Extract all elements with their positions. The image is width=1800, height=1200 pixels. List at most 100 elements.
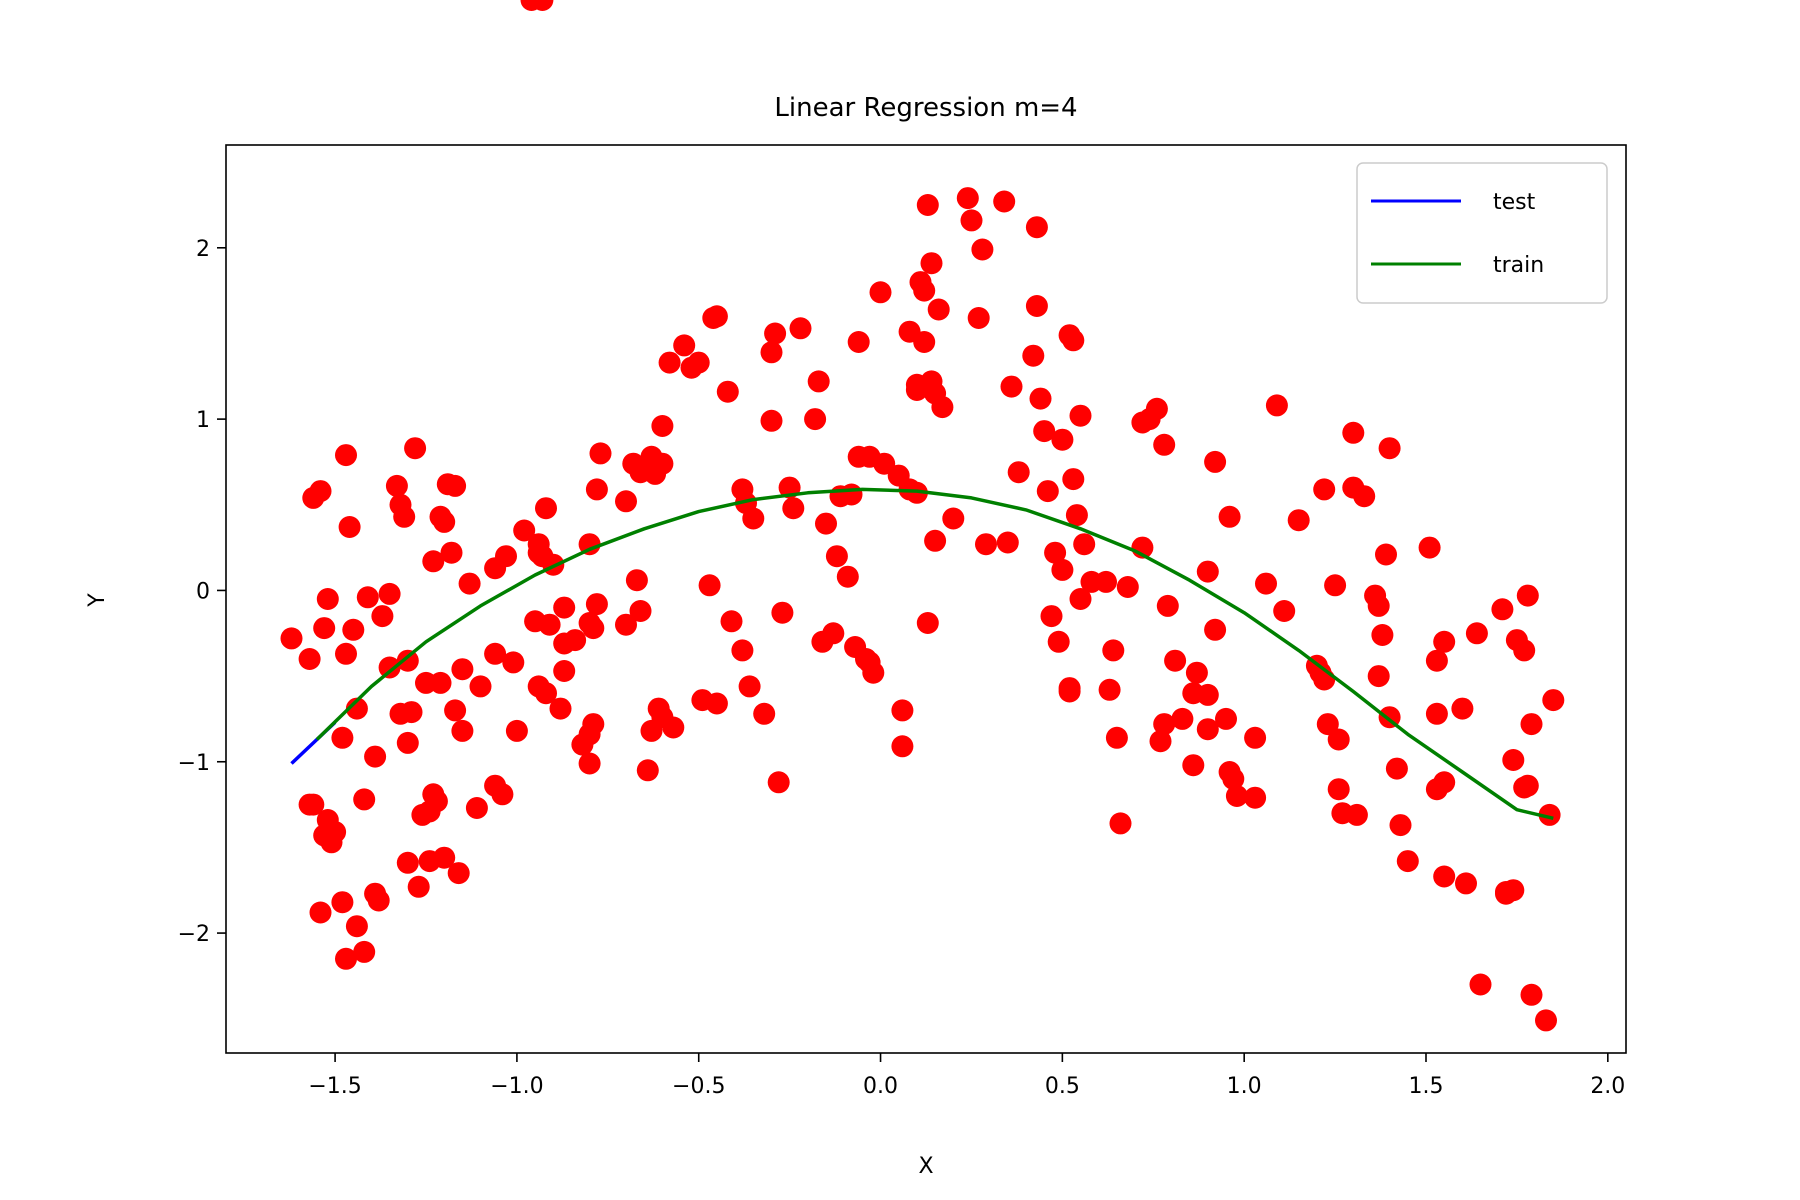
data-point <box>848 331 870 353</box>
data-point <box>1073 533 1095 555</box>
data-point <box>1502 879 1524 901</box>
data-point <box>808 370 830 392</box>
data-point <box>1215 708 1237 730</box>
data-point <box>931 396 953 418</box>
data-point <box>339 516 361 538</box>
data-point <box>1062 329 1084 351</box>
data-point <box>1342 422 1364 444</box>
data-point <box>975 533 997 555</box>
data-point <box>1051 559 1073 581</box>
data-point <box>1455 872 1477 894</box>
data-point <box>1197 561 1219 583</box>
data-point <box>837 566 859 588</box>
data-point <box>524 610 546 632</box>
data-point <box>310 480 332 502</box>
data-point <box>1059 681 1081 703</box>
data-point <box>590 442 612 464</box>
data-point <box>1219 506 1241 528</box>
y-tick-label: −2 <box>178 922 210 947</box>
data-point <box>906 379 928 401</box>
data-point <box>913 280 935 302</box>
x-tick-label: −1.0 <box>490 1074 543 1099</box>
x-tick-label: 2.0 <box>1590 1074 1625 1099</box>
data-point <box>364 746 386 768</box>
data-point <box>535 497 557 519</box>
data-point <box>928 299 950 321</box>
legend-label-test: test <box>1493 190 1536 215</box>
data-point <box>491 783 513 805</box>
data-point <box>1070 405 1092 427</box>
data-point <box>1368 665 1390 687</box>
data-point <box>899 321 921 343</box>
data-point <box>822 622 844 644</box>
data-point <box>1419 537 1441 559</box>
data-point <box>993 191 1015 213</box>
data-point <box>1521 713 1543 735</box>
data-point <box>528 675 550 697</box>
data-point <box>1048 631 1070 653</box>
data-point <box>626 569 648 591</box>
data-point <box>761 341 783 363</box>
data-point <box>942 508 964 530</box>
data-point <box>924 530 946 552</box>
data-point <box>1197 684 1219 706</box>
data-point <box>1535 1009 1557 1031</box>
data-point <box>1313 669 1335 691</box>
data-point <box>764 323 786 345</box>
data-point <box>1051 429 1073 451</box>
data-point <box>397 732 419 754</box>
data-point <box>1030 388 1052 410</box>
data-point <box>917 194 939 216</box>
data-point <box>859 446 881 468</box>
data-point <box>495 545 517 567</box>
data-point <box>761 410 783 432</box>
data-point <box>859 651 881 673</box>
data-point <box>1266 394 1288 416</box>
data-point <box>371 605 393 627</box>
data-point <box>1026 295 1048 317</box>
data-point <box>659 352 681 374</box>
data-point <box>1513 639 1535 661</box>
data-point <box>386 475 408 497</box>
data-point <box>721 610 743 632</box>
y-tick-label: 2 <box>196 237 210 262</box>
data-point <box>961 209 983 231</box>
data-point <box>1026 216 1048 238</box>
data-point <box>1433 866 1455 888</box>
data-point <box>1517 775 1539 797</box>
data-point <box>422 550 444 572</box>
data-point <box>1157 595 1179 617</box>
data-point <box>971 239 993 261</box>
data-point <box>1517 585 1539 607</box>
y-tick-label: −1 <box>178 751 210 776</box>
data-point <box>742 508 764 530</box>
data-point <box>335 948 357 970</box>
data-point <box>1164 650 1186 672</box>
data-point <box>553 660 575 682</box>
data-point <box>1106 727 1128 749</box>
data-point <box>408 876 430 898</box>
data-point <box>1150 730 1172 752</box>
data-point <box>699 574 721 596</box>
data-point <box>357 586 379 608</box>
data-point <box>1117 576 1139 598</box>
data-point <box>790 317 812 339</box>
data-point <box>1426 703 1448 725</box>
data-point <box>1390 814 1412 836</box>
data-point <box>364 883 386 905</box>
x-tick-label: −1.5 <box>308 1074 361 1099</box>
data-point <box>870 281 892 303</box>
data-point <box>451 658 473 680</box>
data-point <box>968 307 990 329</box>
data-point <box>422 783 444 805</box>
data-point <box>1433 631 1455 653</box>
data-point <box>641 720 663 742</box>
data-point <box>437 473 459 495</box>
data-point <box>342 619 364 641</box>
data-point <box>1466 622 1488 644</box>
data-point <box>691 689 713 711</box>
y-tick-label: 1 <box>196 408 210 433</box>
data-point <box>1317 713 1339 735</box>
data-point <box>1375 544 1397 566</box>
